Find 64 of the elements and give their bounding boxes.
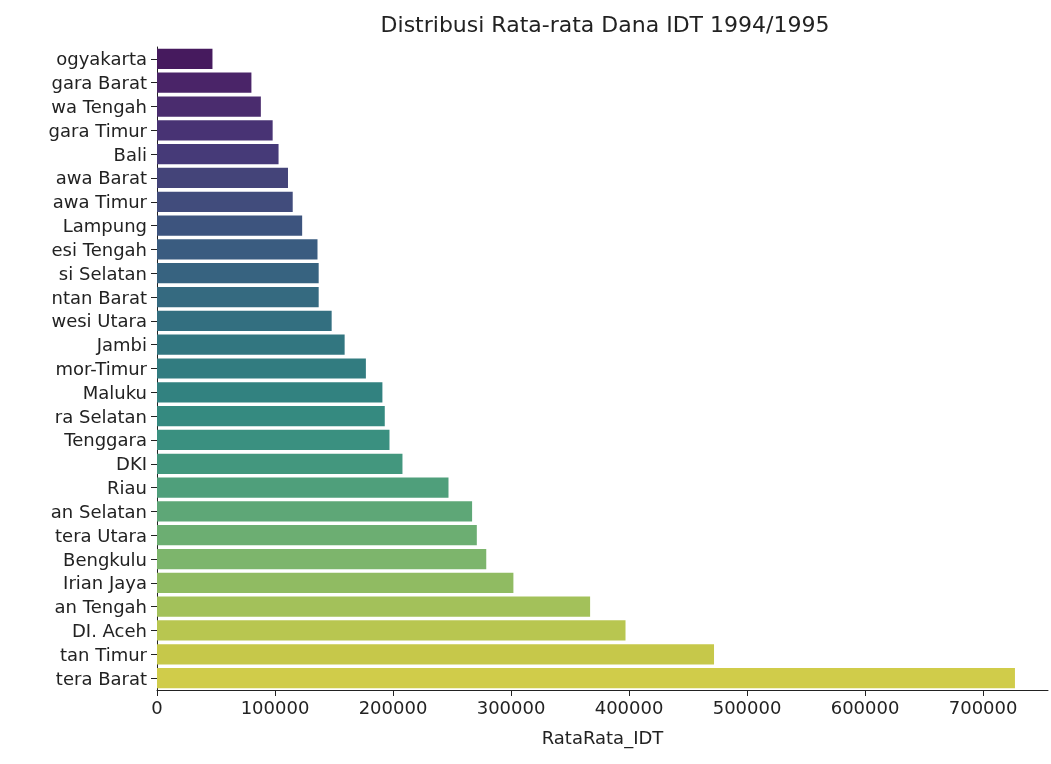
y-tick-label: Jambi [95,334,147,356]
y-tick-label: esi Tengah [51,238,147,260]
x-tick-label: 300000 [476,696,546,718]
bar [157,144,279,165]
bar [157,358,366,379]
bar [157,334,345,355]
y-tick-label: gara Timur [48,119,148,141]
bar [157,215,303,236]
bar [157,286,319,308]
bar [157,382,383,403]
bar [157,525,477,546]
chart-title: Distribusi Rata-rata Dana IDT 1994/1995 [380,11,830,37]
x-tick-label: 100000 [240,696,310,718]
bar [157,96,261,117]
bar [157,644,715,665]
y-tick-label: wa Tengah [51,96,147,118]
y-tick-label: DKI [116,453,147,475]
y-tick-label: wesi Utara [51,310,147,332]
y-tick-label: Bengkulu [63,548,147,570]
bar [157,167,288,189]
y-tick-label: tan Timur [59,643,148,665]
bar [157,120,273,141]
y-tick-label: Lampung [62,215,147,237]
y-tick-label: gara Barat [51,72,147,94]
bar [157,239,318,260]
bar [157,477,449,498]
y-tick-label: mor-Timur [55,358,148,379]
bar [157,596,591,617]
y-tick-label: Irian Jaya [63,572,147,594]
y-tick-label: Riau [107,477,147,499]
bar [157,48,213,70]
y-tick-label: si Selatan [58,262,147,284]
y-tick-label: Bali [113,143,147,165]
bar [157,72,252,93]
bar [157,667,1015,689]
bar [157,453,403,474]
x-tick-label: 600000 [830,696,900,718]
x-tick-label: 400000 [594,696,664,718]
x-tick-label: 500000 [712,696,782,718]
bar [157,191,293,212]
y-tick-label: Maluku [82,381,147,403]
y-tick-label: ogyakarta [56,48,147,70]
bar [157,548,487,570]
y-tick-label: an Tengah [54,596,147,618]
y-tick-label: tera Utara [55,524,147,546]
y-tick-label: tera Barat [55,667,147,689]
bar [157,310,332,331]
y-tick-label: ra Selatan [54,405,147,427]
y-tick-label: an Selatan [50,500,147,522]
bar [157,572,514,593]
x-tick-label: 700000 [948,696,1018,718]
y-tick-label: ntan Barat [51,286,147,308]
bar [157,429,390,451]
y-tick-label: Tenggara [63,429,147,451]
bar [157,620,626,641]
x-tick-label: 0 [151,696,163,718]
y-tick-label: awa Timur [52,191,148,213]
bar [157,406,385,427]
y-tick-label: DI. Aceh [72,619,147,641]
bar [157,501,473,522]
y-tick-label: awa Barat [55,167,147,189]
x-tick-label: 200000 [358,696,428,718]
bar [157,263,319,284]
x-axis-title: RataRata_IDT [541,726,665,749]
